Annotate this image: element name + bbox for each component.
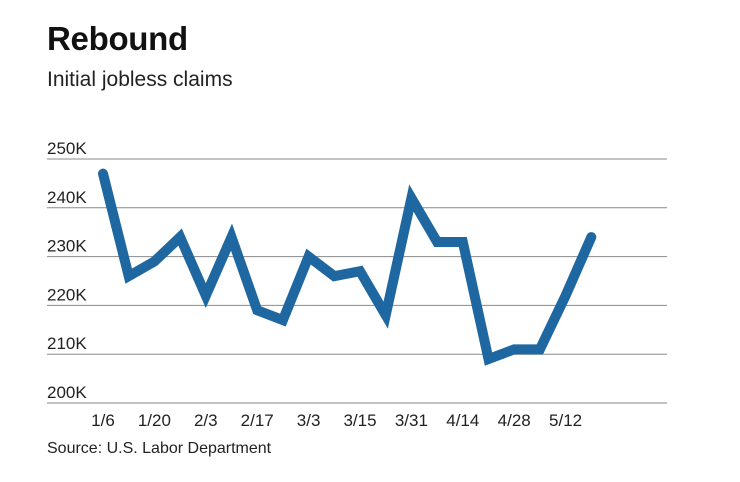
x-tick-label: 1/20 <box>138 411 171 430</box>
chart-subtitle: Initial jobless claims <box>47 68 233 91</box>
x-tick-label: 3/3 <box>297 411 321 430</box>
y-tick-label: 200K <box>47 383 87 402</box>
x-tick-label: 3/31 <box>395 411 428 430</box>
x-tick-label: 2/17 <box>241 411 274 430</box>
x-tick-label: 1/6 <box>91 411 115 430</box>
y-tick-label: 240K <box>47 188 87 207</box>
source-note: Source: U.S. Labor Department <box>47 440 272 457</box>
y-tick-label: 220K <box>47 285 87 304</box>
x-tick-label: 4/14 <box>446 411 479 430</box>
x-tick-label: 2/3 <box>194 411 218 430</box>
y-tick-label: 210K <box>47 334 87 353</box>
x-tick-label: 3/15 <box>343 411 376 430</box>
x-tick-label: 5/12 <box>549 411 582 430</box>
chart-title: Rebound <box>47 20 188 57</box>
y-tick-label: 230K <box>47 237 87 256</box>
x-tick-label: 4/28 <box>498 411 531 430</box>
series-line <box>98 168 597 366</box>
y-tick-label: 250K <box>47 139 87 158</box>
